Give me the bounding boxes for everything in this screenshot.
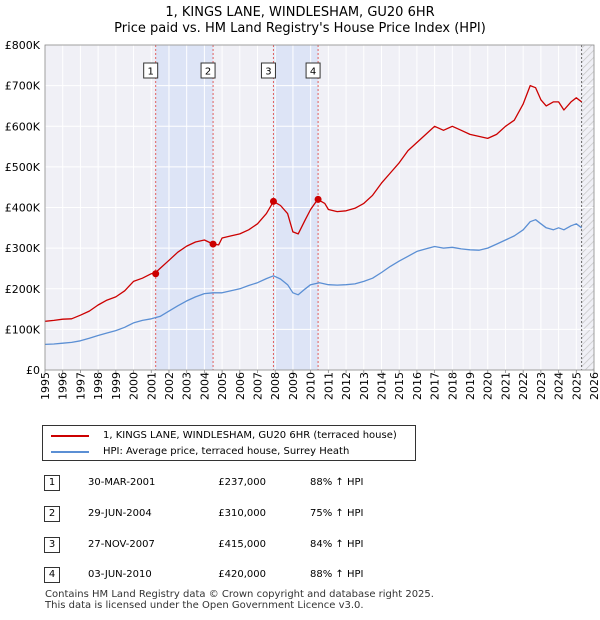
x-tick-label: 2022 (517, 372, 530, 400)
y-tick-label: £0 (26, 364, 40, 377)
x-tick-label: 2006 (234, 372, 247, 400)
y-tick-label: £800K (5, 39, 41, 52)
x-tick-label: 1996 (57, 372, 70, 400)
x-tick-label: 2009 (287, 372, 300, 400)
chart-subtitle: Price paid vs. HM Land Registry's House … (114, 21, 486, 36)
x-tick-label: 1995 (39, 372, 52, 400)
y-tick-label: £300K (5, 242, 41, 255)
sale-label-box (200, 62, 216, 79)
x-tick-label: 2011 (322, 372, 335, 400)
x-tick-label: 2023 (535, 372, 548, 400)
x-tick-label: 2017 (429, 372, 442, 400)
price-chart: 1 2 3 4 £0 £100K £200K £300K £400K £500K £600K £700… (5, 39, 600, 400)
x-tick-label: 2015 (393, 372, 406, 400)
sale-number-badge: 2 (44, 506, 60, 522)
legend-swatch-property (51, 435, 89, 437)
x-tick-label: 2020 (482, 372, 495, 400)
footer: Contains HM Land Registry data © Crown c… (45, 589, 434, 611)
sale-label-box (143, 62, 159, 79)
x-tick-label: 2026 (588, 372, 600, 400)
hpi-line (44, 219, 582, 346)
x-tick-label: 2010 (305, 372, 318, 400)
x-tick-label: 2025 (570, 372, 583, 400)
property-price-line (44, 84, 582, 322)
x-tick-label: 2012 (340, 372, 353, 400)
y-tick-label: £100K (5, 323, 41, 336)
y-tick-label: £500K (5, 161, 41, 174)
y-tick-label: £200K (5, 283, 41, 296)
x-tick-label: 2014 (375, 372, 388, 400)
x-tick-label: 2001 (145, 372, 158, 400)
sale-hpi-change: 84% ↑ HPI (310, 539, 364, 550)
legend: 1, KINGS LANE, WINDLESHAM, GU20 6HR (ter… (42, 425, 416, 461)
sale-date: 30-MAR-2001 (88, 477, 156, 488)
x-tick-label: 2000 (128, 372, 141, 400)
x-tick-label: 2007 (252, 372, 265, 400)
sale-label-box (260, 62, 276, 79)
sale-price: £420,000 (218, 569, 266, 580)
legend-label-property: 1, KINGS LANE, WINDLESHAM, GU20 6HR (ter… (103, 430, 397, 441)
sale-number-badge: 4 (44, 567, 60, 583)
sale-point (209, 240, 217, 248)
plot-frame (44, 44, 595, 371)
legend-label-hpi: HPI: Average price, terraced house, Surr… (103, 446, 350, 457)
sale-price: £237,000 (218, 477, 266, 488)
x-tick-label: 1997 (74, 372, 87, 400)
x-tick-label: 2018 (446, 372, 459, 400)
x-tick-label: 2016 (411, 372, 424, 400)
sale-date: 29-JUN-2004 (88, 508, 152, 519)
x-tick-label: 1998 (92, 372, 105, 400)
footer-copyright: Contains HM Land Registry data © Crown c… (45, 589, 434, 600)
x-tick-label: 2019 (464, 372, 477, 400)
sale-label-number: 1 (147, 67, 153, 78)
x-tick-label: 2004 (198, 372, 211, 400)
sale-number-badge: 1 (44, 475, 60, 491)
footer-licence: This data is licensed under the Open Gov… (45, 600, 364, 611)
sale-point (269, 197, 277, 205)
y-tick-label: £700K (5, 80, 41, 93)
x-tick-label: 2013 (358, 372, 371, 400)
sale-hpi-change: 88% ↑ HPI (310, 569, 364, 580)
sale-point (314, 195, 322, 203)
sale-number-badge: 3 (44, 537, 60, 553)
sale-label-box (305, 62, 321, 79)
x-tick-label: 2003 (181, 372, 194, 400)
x-tick-label: 2002 (163, 372, 176, 400)
sale-date: 03-JUN-2010 (88, 569, 152, 580)
y-tick-label: £400K (5, 202, 41, 215)
chart-title: 1, KINGS LANE, WINDLESHAM, GU20 6HR (165, 5, 435, 20)
sale-price: £415,000 (218, 539, 266, 550)
sale-hpi-change: 88% ↑ HPI (310, 477, 364, 488)
x-tick-label: 2021 (499, 372, 512, 400)
x-tick-label: 2024 (553, 372, 566, 400)
x-tick-label: 2005 (216, 372, 229, 400)
sale-label-number: 3 (265, 67, 271, 78)
x-tick-label: 1999 (110, 372, 123, 400)
sale-label-number: 4 (310, 67, 316, 78)
legend-swatch-hpi (51, 451, 89, 453)
sale-date: 27-NOV-2007 (88, 539, 155, 550)
y-tick-label: £600K (5, 120, 41, 133)
sale-label-number: 2 (205, 67, 211, 78)
sale-price: £310,000 (218, 508, 266, 519)
x-tick-label: 2008 (269, 372, 282, 400)
sale-point (152, 270, 160, 278)
sale-hpi-change: 75% ↑ HPI (310, 508, 364, 519)
